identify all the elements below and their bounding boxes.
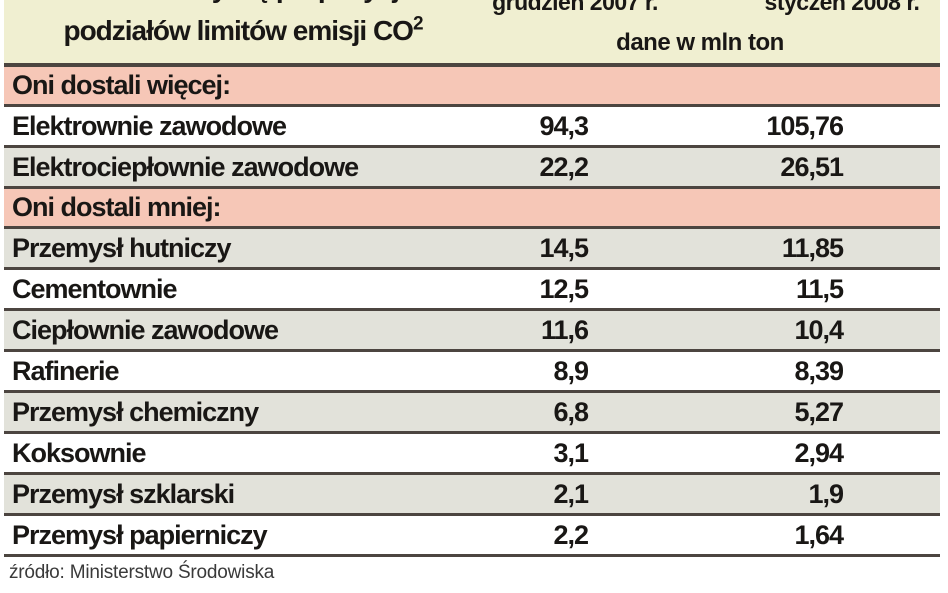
table-row: Koksownie 3,1 2,94 — [4, 434, 940, 475]
table-row: Przemysł hutniczy 14,5 11,85 — [4, 229, 940, 270]
row-value-january-2008: 105,76 — [766, 110, 844, 141]
row-value-december-2007: 94,3 — [539, 110, 589, 141]
column-header-december-2007: grudzień 2007 r. — [492, 0, 658, 15]
row-value-january-2008: 11,5 — [795, 273, 844, 304]
column-header-january-2008: styczeń 2008 r. — [764, 0, 920, 15]
row-value-january-2008: 2,94 — [794, 437, 844, 468]
source-note: źródło: Ministerstwo Środowiska — [9, 562, 275, 583]
section-label: Oni dostali mniej: — [12, 192, 222, 222]
section-label: Oni dostali więcej: — [12, 70, 231, 100]
row-value-december-2007: 22,2 — [539, 151, 589, 182]
row-value-january-2008: 26,51 — [780, 151, 844, 182]
row-sector-label: Rafinerie — [12, 355, 120, 386]
table-row: Przemysł szklarski 2,1 1,9 — [4, 475, 940, 516]
table-row: Przemysł papierniczy 2,2 1,64 — [4, 516, 940, 557]
row-sector-label: Koksownie — [12, 437, 147, 468]
row-sector-label: Przemysł chemiczny — [12, 396, 259, 427]
row-value-december-2007: 3,1 — [553, 437, 589, 468]
row-value-december-2007: 6,8 — [553, 396, 589, 427]
row-value-december-2007: 8,9 — [553, 355, 589, 386]
row-value-january-2008: 1,9 — [808, 478, 844, 509]
table-header: Jak zmieniły się propozycje podziałów li… — [4, 0, 940, 67]
table-row: Elektrownie zawodowe 94,3 105,76 — [4, 107, 940, 148]
row-value-january-2008: 10,4 — [794, 314, 844, 345]
row-value-january-2008: 5,27 — [794, 396, 844, 427]
section-header-row: Oni dostali mniej: — [4, 189, 940, 229]
row-value-december-2007: 2,1 — [553, 478, 589, 509]
table-title: Jak zmieniły się propozycje podziałów li… — [46, 0, 441, 49]
co2-superscript: 2 — [412, 14, 424, 35]
row-value-december-2007: 14,5 — [539, 232, 589, 263]
unit-note: dane w mln ton — [616, 29, 784, 56]
table-title-line1: Jak zmieniły się propozycje — [73, 0, 414, 3]
row-value-january-2008: 8,39 — [794, 355, 844, 386]
row-value-december-2007: 2,2 — [553, 519, 589, 550]
table-body: Oni dostali więcej: Elektrownie zawodowe… — [4, 67, 940, 557]
row-sector-label: Przemysł papierniczy — [12, 519, 268, 550]
section-header-row: Oni dostali więcej: — [4, 67, 940, 107]
table-row: Cementownie 12,5 11,5 — [4, 270, 940, 311]
table-row: Rafinerie 8,9 8,39 — [4, 352, 940, 393]
row-sector-label: Cementownie — [12, 273, 178, 304]
row-sector-label: Przemysł hutniczy — [12, 232, 232, 263]
table-row: Przemysł chemiczny 6,8 5,27 — [4, 393, 940, 434]
row-sector-label: Elektrociepłownie zawodowe — [12, 151, 359, 182]
table-row: Ciepłownie zawodowe 11,6 10,4 — [4, 311, 940, 352]
row-sector-label: Przemysł szklarski — [12, 478, 235, 509]
row-value-january-2008: 11,85 — [781, 232, 844, 263]
table-row: Elektrociepłownie zawodowe 22,2 26,51 — [4, 148, 940, 189]
row-value-december-2007: 11,6 — [540, 314, 589, 345]
row-sector-label: Elektrownie zawodowe — [12, 110, 287, 141]
row-value-december-2007: 12,5 — [539, 273, 589, 304]
row-sector-label: Ciepłownie zawodowe — [12, 314, 279, 345]
table-title-line2: podziałów limitów emisji CO2 — [63, 14, 424, 47]
row-value-january-2008: 1,64 — [794, 519, 844, 550]
